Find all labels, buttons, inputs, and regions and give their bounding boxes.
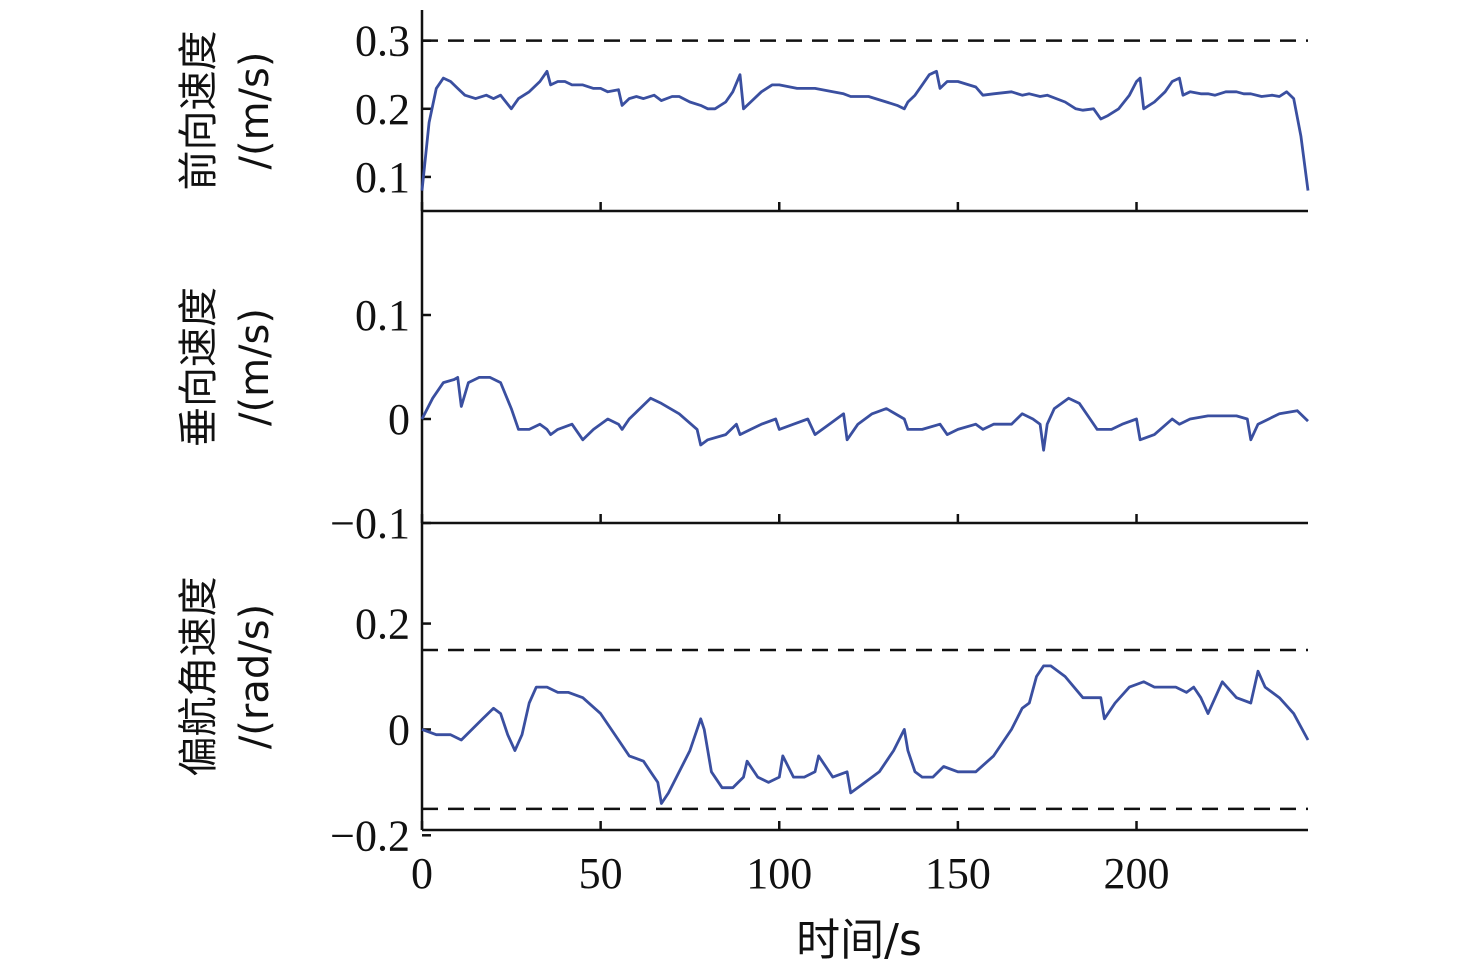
forward-velocity-y-tick-label: 0.1	[355, 153, 410, 202]
x-tick-label: 200	[1104, 849, 1170, 898]
yaw-rate-panel: −0.2 0 0.2 偏航角速度/(rad/s)	[176, 523, 1310, 860]
x-axis-title: 时间/s	[796, 915, 922, 966]
yaw-rate-y-label: 偏航角速度/(rad/s)	[176, 577, 278, 777]
forward-velocity-series-line	[420, 69, 1310, 191]
vertical-velocity-panel: −0.1 0 0.1 垂向速度/(m/s)	[176, 211, 1309, 548]
vertical-velocity-y-label-line2: /(m/s)	[232, 308, 278, 426]
forward-velocity-panel: 0.1 0.2 0.3 前向速度/(m/s)	[176, 10, 1310, 213]
x-tick-label: 50	[579, 849, 623, 898]
x-tick-label: 0	[411, 849, 433, 898]
yaw-rate-y-tick-label: 0.2	[355, 600, 410, 649]
forward-velocity-y-tick-label: 0.3	[355, 17, 410, 66]
yaw-rate-series-line	[421, 664, 1310, 805]
chart-panels: 0.10.20.3前向速度/(m/s)−0.100.1垂向速度/(m/s)−0.…	[176, 10, 1310, 860]
x-tick-label: 100	[746, 849, 812, 898]
forward-velocity-y-label: 前向速度/(m/s)	[176, 31, 278, 191]
vertical-velocity-y-label: 垂向速度/(m/s)	[176, 287, 278, 447]
forward-velocity-y-tick-label: 0.2	[355, 85, 410, 134]
forward-velocity-y-label-line1: 前向速度	[176, 31, 222, 191]
vertical-velocity-y-tick-label: 0	[388, 395, 410, 444]
forward-velocity-y-label-line2: /(m/s)	[232, 52, 278, 170]
vertical-velocity-series-line	[420, 376, 1309, 452]
x-axis: 0 50 100 150 200 时间/s	[411, 849, 1170, 966]
yaw-rate-y-tick-label: −0.2	[330, 811, 410, 860]
yaw-rate-y-label-line1: 偏航角速度	[176, 577, 222, 777]
x-tick-label: 150	[925, 849, 991, 898]
yaw-rate-y-label-line2: /(rad/s)	[232, 604, 278, 749]
yaw-rate-y-tick-label: 0	[388, 705, 410, 754]
vertical-velocity-y-tick-label: 0.1	[355, 291, 410, 340]
vertical-velocity-y-tick-label: −0.1	[330, 499, 410, 548]
vertical-velocity-y-label-line1: 垂向速度	[176, 287, 222, 447]
